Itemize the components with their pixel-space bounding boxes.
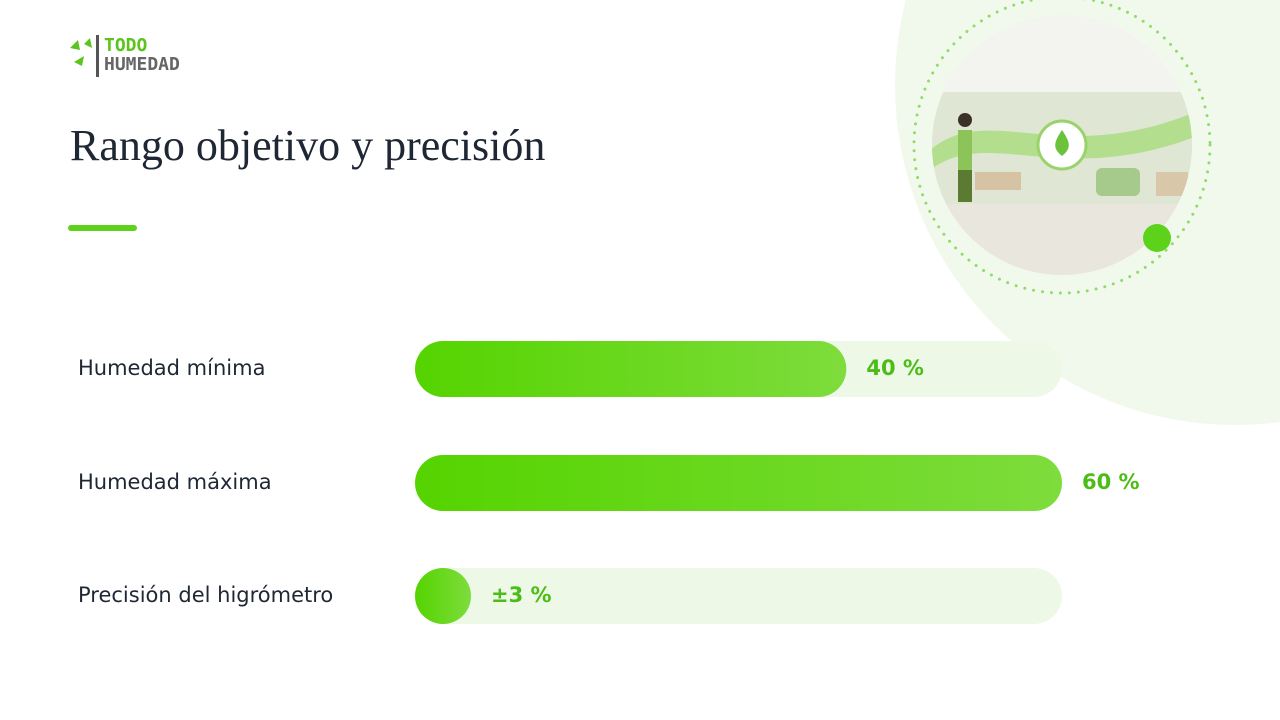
value-label: 60 %	[1082, 470, 1140, 494]
logo: TODO HUMEDAD	[70, 35, 180, 77]
logo-top: TODO	[104, 35, 148, 56]
accent-dot	[1143, 224, 1171, 252]
value-label: ±3 %	[491, 583, 552, 607]
logo-bottom: HUMEDAD	[104, 54, 180, 75]
category-label: Precisión del higrómetro	[78, 583, 333, 607]
title-underline	[68, 225, 137, 231]
bar	[415, 568, 471, 624]
dotted-ring	[912, 0, 1212, 295]
category-label: Humedad máxima	[78, 470, 272, 494]
slide-title: Rango objetivo y precisión	[70, 121, 545, 170]
category-label: Humedad mínima	[78, 356, 265, 380]
bar	[415, 455, 1062, 511]
value-label: 40 %	[866, 356, 924, 380]
bar	[415, 341, 847, 397]
bar-track	[415, 568, 1062, 624]
